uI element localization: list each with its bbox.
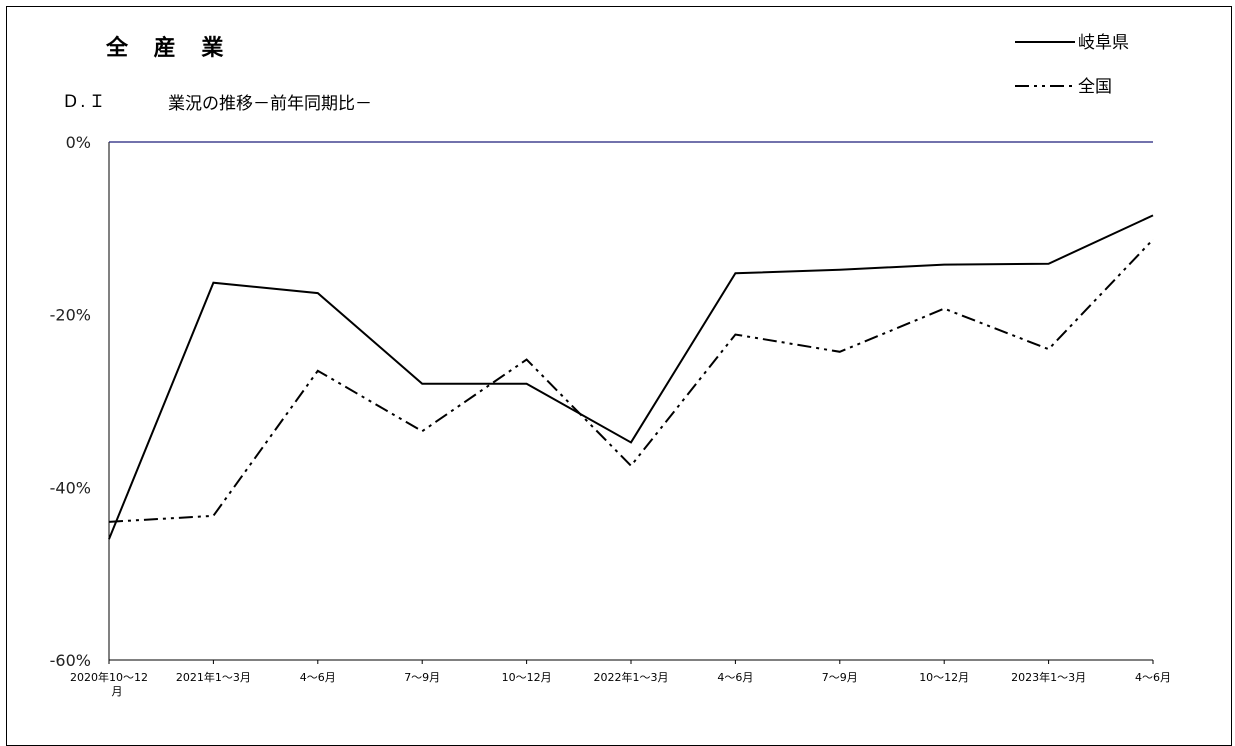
series-line-gifu: [109, 215, 1153, 539]
x-tick-label: 2021年1～3月: [176, 670, 251, 684]
y-tick-label: -20%: [50, 306, 91, 325]
x-tick-label: 4～6月: [1135, 671, 1171, 684]
x-tick-label: 4～6月: [717, 671, 753, 684]
x-tick-label: 2023年1～3月: [1011, 670, 1086, 684]
y-tick-label: 0%: [66, 133, 91, 152]
y-tick-label: -40%: [50, 478, 91, 497]
x-tick-label: 10～12月: [502, 671, 552, 684]
x-tick-label: 4～6月: [300, 671, 336, 684]
legend-label: 全国: [1078, 77, 1112, 97]
x-tick-label: 2020年10～12: [70, 670, 148, 684]
x-tick-label: 7～9月: [822, 671, 858, 684]
y-tick-label: -60%: [50, 651, 91, 670]
line-chart: 0% -20% -40% -60%2020年10～12月 2021年1～3月 4～6月 7～…: [0, 0, 1235, 729]
x-tick-label: 7～9月: [404, 671, 440, 684]
series-line-national: [109, 240, 1153, 522]
x-tick-label: 10～12月: [919, 671, 969, 684]
x-tick-label: 2022年1～3月: [594, 670, 669, 684]
x-tick-label: 月: [112, 685, 123, 698]
legend-label: 岐阜県: [1078, 33, 1129, 53]
